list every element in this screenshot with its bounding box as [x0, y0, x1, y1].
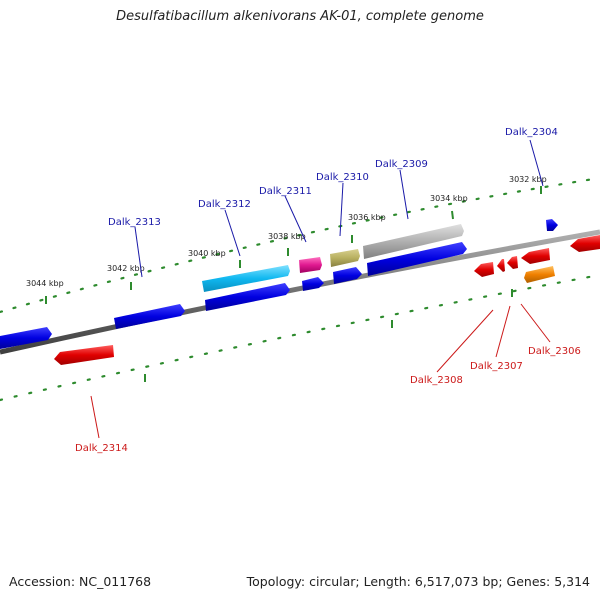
- label-dalk-2304[interactable]: Dalk_2304: [505, 127, 558, 138]
- tick-label-3040: 3040 kbp: [188, 249, 226, 258]
- tick-label-3034: 3034 kbp: [430, 194, 468, 203]
- leader-dalk-2313: [134, 226, 143, 278]
- reverse-strand-genes: [54, 235, 600, 365]
- gene-red-small[interactable]: [507, 256, 518, 269]
- label-dalk-2310[interactable]: Dalk_2310: [316, 172, 369, 183]
- gene-dalk-2310[interactable]: [330, 249, 360, 267]
- tick-label-3038: 3038 kbp: [268, 232, 306, 241]
- tick-label-3032: 3032 kbp: [509, 175, 547, 184]
- leader-dalk-2304: [529, 139, 544, 187]
- gene-blue-3[interactable]: [205, 283, 290, 311]
- leader-dalk-2306: [520, 303, 551, 343]
- gene-blue-2[interactable]: [114, 304, 185, 329]
- leader-dalk-2307: [495, 305, 511, 358]
- tick-label-3042: 3042 kbp: [107, 264, 145, 273]
- label-dalk-2309[interactable]: Dalk_2309: [375, 159, 428, 170]
- label-dalk-2314[interactable]: Dalk_2314: [75, 443, 128, 454]
- gene-dalk-2308[interactable]: [474, 262, 494, 277]
- genome-backbone: [0, 229, 600, 355]
- major-ticks: [45, 186, 542, 382]
- genome-summary-text: Topology: circular; Length: 6,517,073 bp…: [246, 574, 590, 589]
- leader-dalk-2309: [399, 169, 409, 220]
- label-dalk-2312[interactable]: Dalk_2312: [198, 199, 251, 210]
- gene-dalk-2309[interactable]: [363, 224, 464, 259]
- gene-dalk-2312[interactable]: [202, 265, 290, 292]
- tick-label-3036: 3036 kbp: [348, 213, 386, 222]
- gene-dalk-2306[interactable]: [521, 248, 550, 264]
- label-dalk-2307[interactable]: Dalk_2307: [470, 361, 523, 372]
- gene-red-edge[interactable]: [570, 235, 600, 252]
- label-dalk-2306[interactable]: Dalk_2306: [528, 346, 581, 357]
- leader-dalk-2314: [90, 395, 100, 439]
- gene-dalk-2311[interactable]: [299, 257, 322, 273]
- accession-text: Accession: NC_011768: [9, 574, 152, 589]
- outer-tick-track: [0, 176, 600, 314]
- inner-tick-track: [0, 273, 600, 402]
- label-dalk-2313[interactable]: Dalk_2313: [108, 217, 161, 228]
- gene-blue-1[interactable]: [0, 327, 52, 349]
- map-title: Desulfatibacillum alkenivorans AK-01, co…: [116, 9, 484, 24]
- tick-label-3044: 3044 kbp: [26, 279, 64, 288]
- leader-dalk-2308: [436, 309, 494, 373]
- leader-dalk-2311: [284, 195, 307, 243]
- gene-blue-5[interactable]: [333, 267, 362, 284]
- gene-dalk-2307[interactable]: [497, 259, 505, 272]
- label-dalk-2308[interactable]: Dalk_2308: [410, 375, 463, 386]
- gene-dalk-2304[interactable]: [546, 219, 558, 231]
- gene-blue-6[interactable]: [367, 242, 467, 276]
- forward-strand-genes: [202, 219, 558, 292]
- gene-dalk-2314[interactable]: [54, 345, 114, 365]
- leader-dalk-2312: [224, 209, 241, 257]
- leader-dalk-2310: [339, 182, 344, 237]
- label-dalk-2311[interactable]: Dalk_2311: [259, 186, 312, 197]
- gene-blue-4[interactable]: [302, 277, 324, 291]
- forward-strand-genes-lower: [0, 242, 467, 349]
- gene-orange[interactable]: [524, 266, 555, 283]
